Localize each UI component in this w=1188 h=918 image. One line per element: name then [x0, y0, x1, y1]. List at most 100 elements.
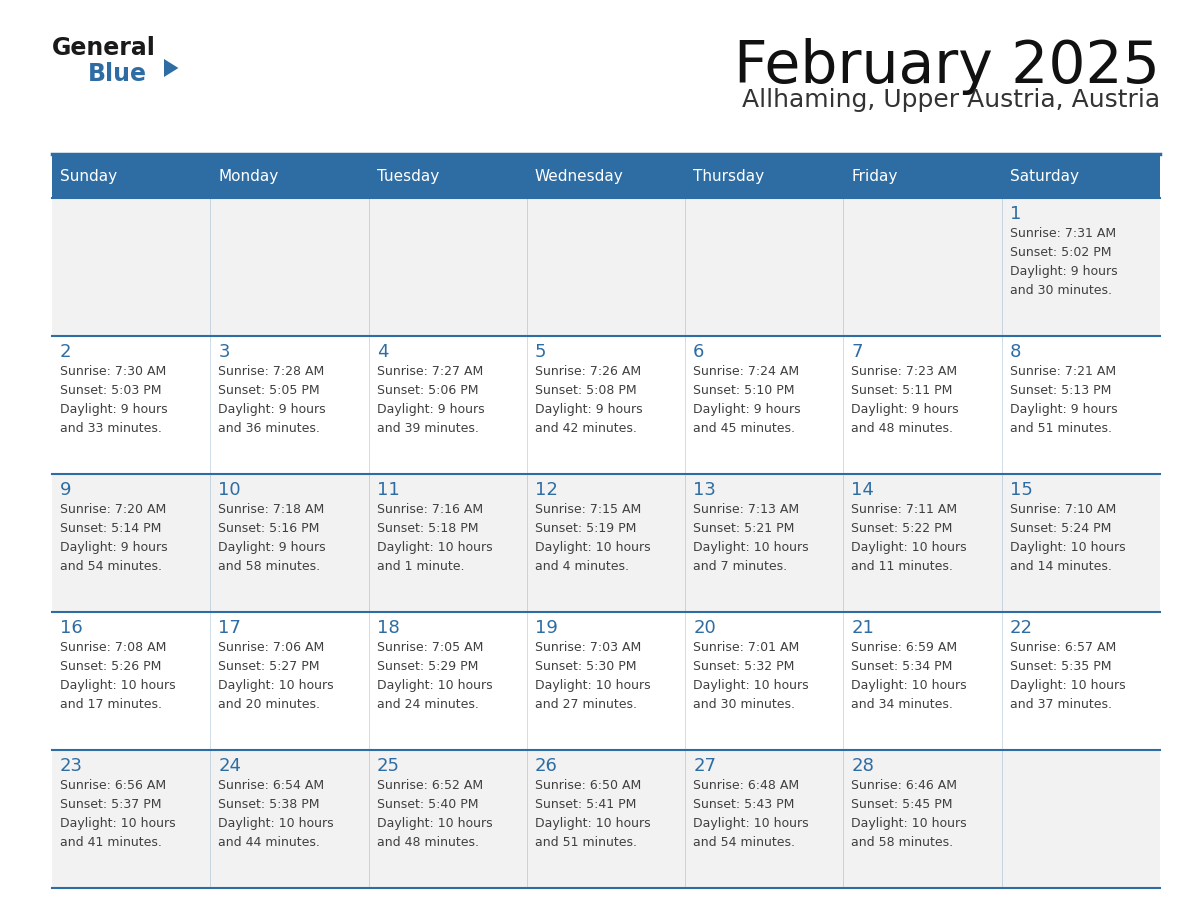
- Text: Thursday: Thursday: [693, 170, 764, 185]
- Text: Daylight: 9 hours: Daylight: 9 hours: [61, 541, 168, 554]
- Text: 16: 16: [61, 619, 83, 637]
- Text: Sunrise: 7:24 AM: Sunrise: 7:24 AM: [693, 365, 800, 378]
- Text: Daylight: 10 hours: Daylight: 10 hours: [693, 817, 809, 830]
- Text: and 44 minutes.: and 44 minutes.: [219, 836, 320, 849]
- Text: and 30 minutes.: and 30 minutes.: [1010, 284, 1112, 297]
- Text: Sunrise: 7:21 AM: Sunrise: 7:21 AM: [1010, 365, 1116, 378]
- Text: Sunset: 5:13 PM: Sunset: 5:13 PM: [1010, 384, 1111, 397]
- Text: Sunset: 5:34 PM: Sunset: 5:34 PM: [852, 660, 953, 673]
- Text: Sunset: 5:11 PM: Sunset: 5:11 PM: [852, 384, 953, 397]
- Text: Sunset: 5:21 PM: Sunset: 5:21 PM: [693, 522, 795, 535]
- Text: Daylight: 10 hours: Daylight: 10 hours: [693, 541, 809, 554]
- Text: 9: 9: [61, 481, 71, 499]
- Text: Sunrise: 7:06 AM: Sunrise: 7:06 AM: [219, 641, 324, 654]
- Text: Daylight: 10 hours: Daylight: 10 hours: [852, 679, 967, 692]
- Bar: [1001, 156, 1159, 198]
- Text: and 33 minutes.: and 33 minutes.: [61, 422, 162, 435]
- Polygon shape: [164, 59, 178, 77]
- Text: Daylight: 10 hours: Daylight: 10 hours: [377, 541, 492, 554]
- Text: Sunrise: 7:31 AM: Sunrise: 7:31 AM: [1010, 227, 1116, 240]
- Text: and 42 minutes.: and 42 minutes.: [535, 422, 637, 435]
- Text: Sunrise: 7:20 AM: Sunrise: 7:20 AM: [61, 503, 166, 516]
- Text: Daylight: 10 hours: Daylight: 10 hours: [535, 541, 651, 554]
- Text: Daylight: 10 hours: Daylight: 10 hours: [61, 679, 176, 692]
- Text: Sunrise: 6:50 AM: Sunrise: 6:50 AM: [535, 779, 642, 792]
- Text: Sunrise: 6:59 AM: Sunrise: 6:59 AM: [852, 641, 958, 654]
- Text: and 34 minutes.: and 34 minutes.: [852, 698, 953, 711]
- Text: and 17 minutes.: and 17 minutes.: [61, 698, 162, 711]
- Text: 6: 6: [693, 343, 704, 361]
- Text: Daylight: 9 hours: Daylight: 9 hours: [693, 403, 801, 416]
- Bar: [526, 156, 685, 198]
- Bar: [52, 474, 1159, 612]
- Text: 12: 12: [535, 481, 557, 499]
- Text: 24: 24: [219, 757, 241, 775]
- Text: Sunset: 5:02 PM: Sunset: 5:02 PM: [1010, 246, 1111, 259]
- Bar: [52, 750, 1159, 888]
- Text: Sunset: 5:24 PM: Sunset: 5:24 PM: [1010, 522, 1111, 535]
- Bar: [52, 336, 1159, 474]
- Text: Daylight: 9 hours: Daylight: 9 hours: [535, 403, 643, 416]
- Text: Sunset: 5:32 PM: Sunset: 5:32 PM: [693, 660, 795, 673]
- Text: 22: 22: [1010, 619, 1032, 637]
- Text: 26: 26: [535, 757, 557, 775]
- Text: Sunrise: 6:52 AM: Sunrise: 6:52 AM: [377, 779, 482, 792]
- Text: Sunset: 5:10 PM: Sunset: 5:10 PM: [693, 384, 795, 397]
- Text: 3: 3: [219, 343, 229, 361]
- Text: and 27 minutes.: and 27 minutes.: [535, 698, 637, 711]
- Text: and 51 minutes.: and 51 minutes.: [1010, 422, 1112, 435]
- Text: 27: 27: [693, 757, 716, 775]
- Text: Sunrise: 7:26 AM: Sunrise: 7:26 AM: [535, 365, 642, 378]
- Text: Sunset: 5:19 PM: Sunset: 5:19 PM: [535, 522, 637, 535]
- Text: Sunrise: 7:28 AM: Sunrise: 7:28 AM: [219, 365, 324, 378]
- Text: 13: 13: [693, 481, 716, 499]
- Text: Sunset: 5:30 PM: Sunset: 5:30 PM: [535, 660, 637, 673]
- Text: Daylight: 9 hours: Daylight: 9 hours: [61, 403, 168, 416]
- Text: Wednesday: Wednesday: [535, 170, 624, 185]
- Text: Daylight: 10 hours: Daylight: 10 hours: [1010, 679, 1125, 692]
- Text: Sunrise: 7:30 AM: Sunrise: 7:30 AM: [61, 365, 166, 378]
- Text: Sunrise: 7:23 AM: Sunrise: 7:23 AM: [852, 365, 958, 378]
- Text: 7: 7: [852, 343, 862, 361]
- Text: Daylight: 10 hours: Daylight: 10 hours: [693, 679, 809, 692]
- Text: Sunrise: 7:08 AM: Sunrise: 7:08 AM: [61, 641, 166, 654]
- Bar: [843, 156, 1001, 198]
- Text: Sunrise: 7:18 AM: Sunrise: 7:18 AM: [219, 503, 324, 516]
- Bar: [368, 156, 526, 198]
- Text: and 24 minutes.: and 24 minutes.: [377, 698, 479, 711]
- Text: 4: 4: [377, 343, 388, 361]
- Text: Daylight: 9 hours: Daylight: 9 hours: [1010, 265, 1118, 278]
- Bar: [52, 198, 1159, 336]
- Text: Daylight: 9 hours: Daylight: 9 hours: [377, 403, 485, 416]
- Text: Sunrise: 6:54 AM: Sunrise: 6:54 AM: [219, 779, 324, 792]
- Text: Saturday: Saturday: [1010, 170, 1079, 185]
- Text: Daylight: 10 hours: Daylight: 10 hours: [219, 679, 334, 692]
- Text: Daylight: 10 hours: Daylight: 10 hours: [377, 817, 492, 830]
- Text: and 58 minutes.: and 58 minutes.: [852, 836, 954, 849]
- Text: 11: 11: [377, 481, 399, 499]
- Text: Sunset: 5:29 PM: Sunset: 5:29 PM: [377, 660, 478, 673]
- Text: Sunday: Sunday: [61, 170, 118, 185]
- Text: 14: 14: [852, 481, 874, 499]
- Text: Sunset: 5:22 PM: Sunset: 5:22 PM: [852, 522, 953, 535]
- Text: Sunset: 5:40 PM: Sunset: 5:40 PM: [377, 798, 478, 811]
- Text: and 48 minutes.: and 48 minutes.: [852, 422, 954, 435]
- Text: 20: 20: [693, 619, 716, 637]
- Text: General: General: [52, 36, 156, 60]
- Text: February 2025: February 2025: [734, 38, 1159, 95]
- Text: Daylight: 9 hours: Daylight: 9 hours: [852, 403, 959, 416]
- Text: Daylight: 10 hours: Daylight: 10 hours: [852, 541, 967, 554]
- Text: Daylight: 10 hours: Daylight: 10 hours: [377, 679, 492, 692]
- Text: Daylight: 10 hours: Daylight: 10 hours: [219, 817, 334, 830]
- Text: Sunset: 5:16 PM: Sunset: 5:16 PM: [219, 522, 320, 535]
- Text: Sunset: 5:27 PM: Sunset: 5:27 PM: [219, 660, 320, 673]
- Text: 28: 28: [852, 757, 874, 775]
- Text: Sunset: 5:26 PM: Sunset: 5:26 PM: [61, 660, 162, 673]
- Text: Sunrise: 7:27 AM: Sunrise: 7:27 AM: [377, 365, 482, 378]
- Text: and 4 minutes.: and 4 minutes.: [535, 560, 628, 573]
- Text: Tuesday: Tuesday: [377, 170, 438, 185]
- Text: and 20 minutes.: and 20 minutes.: [219, 698, 321, 711]
- Bar: [52, 612, 1159, 750]
- Text: 23: 23: [61, 757, 83, 775]
- Text: Sunset: 5:41 PM: Sunset: 5:41 PM: [535, 798, 637, 811]
